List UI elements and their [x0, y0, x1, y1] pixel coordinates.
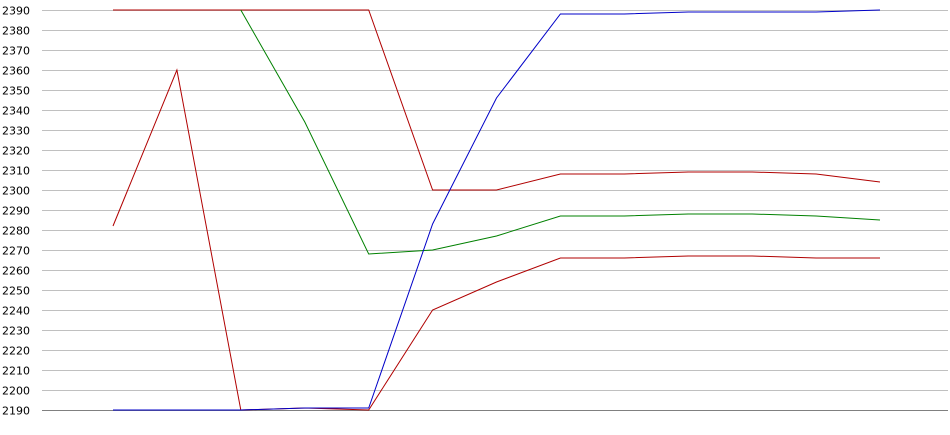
y-tick-label: 2320	[2, 145, 30, 158]
y-tick-label: 2340	[2, 105, 30, 118]
grid-lines	[42, 10, 948, 411]
y-tick-label: 2360	[2, 65, 30, 78]
y-tick-label: 2310	[2, 165, 30, 178]
y-tick-label: 2260	[2, 265, 30, 278]
y-tick-label: 2230	[2, 325, 30, 338]
y-tick-label: 2300	[2, 185, 30, 198]
y-tick-label: 2190	[2, 405, 30, 418]
y-tick-label: 2280	[2, 225, 30, 238]
series-line-2	[112, 68, 880, 411]
y-tick-label: 2380	[2, 25, 30, 38]
y-tick-label: 2220	[2, 345, 30, 358]
y-tick-labels: 2390 2380 2370 2360 2350 2340 2330 2320 2310 2300…	[2, 5, 30, 418]
y-tick-label: 2330	[2, 125, 30, 138]
y-tick-label: 2250	[2, 285, 30, 298]
y-tick-label: 2240	[2, 305, 30, 318]
y-tick-label: 2390	[2, 5, 30, 18]
series-line-3	[240, 9, 881, 255]
series-line-4	[113, 9, 881, 411]
y-tick-label: 2350	[2, 85, 30, 98]
y-tick-label: 2290	[2, 205, 30, 218]
y-tick-label: 2370	[2, 45, 30, 58]
y-tick-label: 2270	[2, 245, 30, 258]
y-tick-label: 2210	[2, 365, 30, 378]
series-lines	[112, 9, 881, 411]
y-tick-label: 2200	[2, 385, 30, 398]
series-line-1	[113, 9, 881, 191]
